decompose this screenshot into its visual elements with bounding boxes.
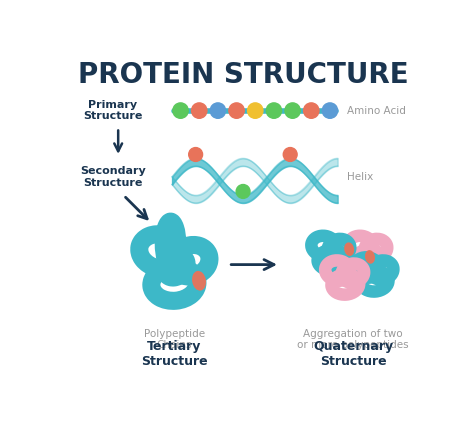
Circle shape [285,103,301,118]
Circle shape [247,103,263,118]
Circle shape [283,148,297,161]
Circle shape [236,184,250,198]
Circle shape [173,103,188,118]
Circle shape [229,103,244,118]
Text: Aggregation of two
or more polypeptides: Aggregation of two or more polypeptides [297,329,409,350]
Ellipse shape [345,243,354,255]
Circle shape [189,148,202,161]
Text: Tertiary
Structure: Tertiary Structure [141,340,208,368]
Text: Amino Acid: Amino Acid [347,105,406,115]
Circle shape [210,103,226,118]
Circle shape [303,103,319,118]
Text: Secondary
Structure: Secondary Structure [80,166,146,187]
Circle shape [266,103,282,118]
Text: Quaternary
Structure: Quaternary Structure [313,340,393,368]
Ellipse shape [193,272,205,290]
Ellipse shape [365,251,374,263]
Circle shape [191,103,207,118]
Text: Polypeptide
Chains: Polypeptide Chains [144,329,205,350]
Text: Helix: Helix [347,172,373,182]
Circle shape [322,103,337,118]
Text: Primary
Structure: Primary Structure [83,100,143,122]
Text: PROTEIN STRUCTURE: PROTEIN STRUCTURE [78,61,408,89]
